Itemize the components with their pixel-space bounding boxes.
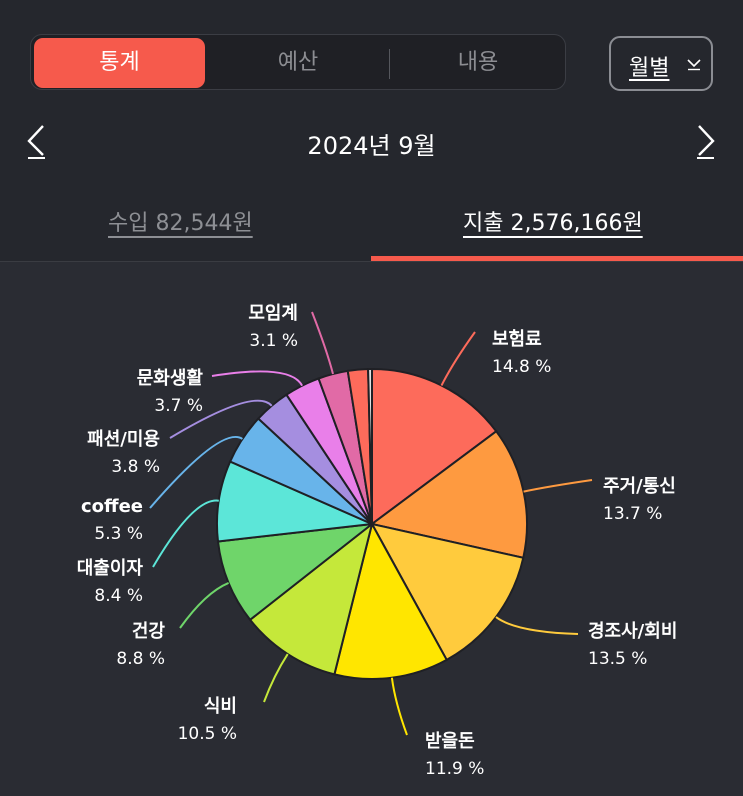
pie-slice-label: 문화생활 [137, 368, 204, 389]
pie-slice-percent: 14.8 % [492, 357, 551, 377]
prev-month-button[interactable] [26, 124, 48, 164]
pie-leader-line [440, 331, 476, 386]
pie-leader-line [523, 479, 593, 493]
pie-leader-line [179, 581, 229, 629]
pie-slice-percent: 3.8 % [111, 457, 160, 477]
pie-slice-percent: 13.5 % [588, 649, 647, 669]
pie-leader-line [311, 311, 334, 375]
pie-leader-line [169, 399, 273, 439]
pie-slice-percent: 3.1 % [249, 331, 298, 351]
pie-slice[interactable] [216, 522, 376, 622]
tab-details[interactable]: 내용 [457, 50, 499, 75]
header-area: 통계 예산 내용 월별 2024년 9월 수입 82,54 [0, 0, 743, 262]
pie-slice-label: 건강 [132, 621, 166, 642]
chevron-left-icon [26, 125, 48, 164]
pie-slice-label: 보험료 [492, 328, 542, 350]
pie-slice-percent: 10.5 % [178, 724, 237, 744]
pie-slice-label: 주거/통신 [603, 476, 676, 497]
pie-slice-label: 경조사/회비 [588, 621, 677, 642]
pie-slice-percent: 13.7 % [603, 504, 662, 524]
tab-divider [389, 49, 390, 79]
pie-leader-line [263, 653, 289, 703]
pie-leader-line [390, 677, 408, 736]
pie-slice-label: 받을돈 [425, 731, 475, 752]
pie-slice-label: 대출이자 [77, 558, 144, 579]
pie-leader-line [152, 499, 219, 568]
pie-leader-line [495, 616, 579, 635]
expense-tab-indicator [371, 256, 743, 262]
income-tab[interactable]: 수입 82,544원 [108, 211, 253, 236]
pie-slice-label: 모임계 [248, 303, 298, 324]
pie-leader-line [211, 370, 303, 387]
tab-divider-line [0, 261, 743, 262]
pie-slice-percent: 5.3 % [94, 524, 143, 544]
pie-slice-percent: 8.8 % [116, 649, 165, 669]
period-select-label: 월별 [629, 56, 670, 81]
pie-slice-percent: 3.7 % [154, 396, 203, 416]
pie-slice[interactable] [369, 429, 528, 560]
pie-leader-line [149, 436, 243, 509]
pie-slice-label: 패션/미용 [87, 429, 160, 450]
chevron-down-icon [687, 56, 701, 75]
pie-slice-percent: 11.9 % [425, 759, 484, 779]
pie-slice[interactable] [370, 522, 525, 662]
tab-statistics[interactable]: 통계 [34, 38, 205, 88]
month-title: 2024년 9월 [307, 132, 436, 160]
pie-slice-label: 식비 [204, 696, 237, 717]
expense-tab[interactable]: 지출 2,576,166원 [463, 211, 643, 236]
view-tab-group: 통계 예산 내용 [30, 34, 566, 90]
period-select-button[interactable]: 월별 [609, 36, 713, 91]
next-month-button[interactable] [694, 124, 716, 164]
pie-slice[interactable] [248, 521, 374, 676]
expense-pie-chart: 보험료 14.8 % 주거/통신 13.7 % 경조사/회비 13.5 % 받을돈 11.9 … [77, 303, 678, 779]
pie-slice-percent: 8.4 % [94, 586, 143, 606]
pie-slice[interactable] [367, 367, 373, 525]
tab-budget[interactable]: 예산 [277, 50, 319, 75]
pie-slice-label: coffee [81, 496, 143, 517]
chevron-right-icon [694, 125, 716, 164]
